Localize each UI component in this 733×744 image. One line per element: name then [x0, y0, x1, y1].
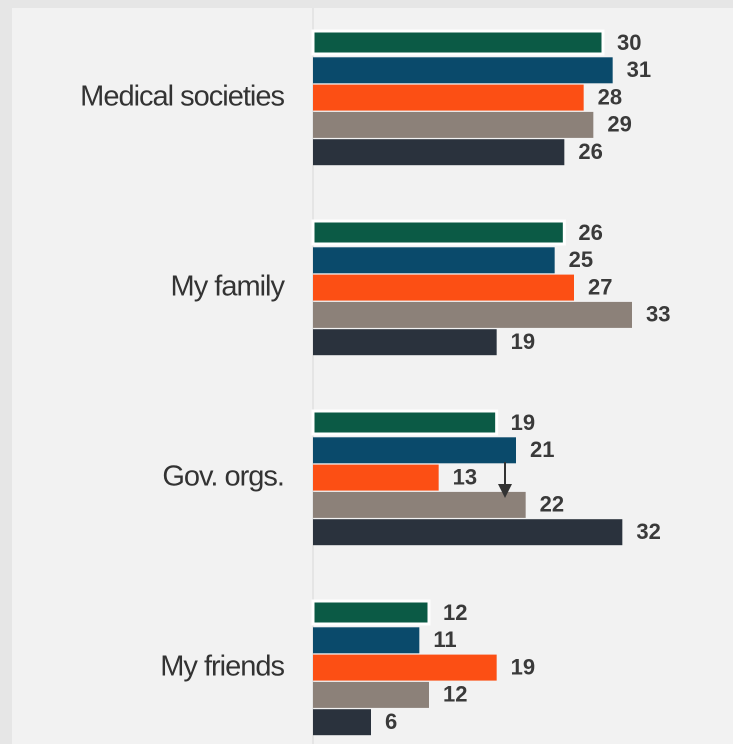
value-label: 25 — [569, 247, 593, 272]
bar — [313, 139, 565, 166]
bar — [313, 57, 613, 84]
value-label: 19 — [511, 329, 535, 354]
category-label: Medical societies — [80, 80, 284, 112]
bar — [313, 519, 623, 546]
value-label: 26 — [578, 220, 602, 245]
value-label: 29 — [607, 112, 631, 137]
value-label: 12 — [443, 600, 467, 625]
value-label: 33 — [646, 302, 670, 327]
value-label: 11 — [433, 627, 456, 652]
value-label: 30 — [617, 30, 641, 55]
value-label: 31 — [627, 57, 651, 82]
category-label: My friends — [160, 650, 284, 682]
value-label: 19 — [511, 410, 535, 435]
value-label: 32 — [636, 519, 660, 544]
bar — [313, 681, 429, 708]
bar — [313, 111, 594, 138]
value-label: 28 — [598, 84, 622, 109]
bar — [313, 301, 632, 328]
bar — [313, 84, 584, 111]
bar — [313, 654, 497, 681]
bar — [313, 437, 516, 464]
bar — [313, 709, 371, 736]
bar — [311, 29, 605, 56]
bar — [311, 219, 566, 246]
bar — [313, 464, 439, 491]
bar — [311, 409, 499, 436]
value-label: 12 — [443, 682, 467, 707]
bar — [313, 274, 574, 301]
value-label: 19 — [511, 654, 535, 679]
bar — [313, 247, 555, 274]
bar — [313, 491, 526, 518]
annotation-arrow — [498, 462, 512, 498]
value-label: 13 — [453, 464, 477, 489]
value-label: 21 — [530, 437, 554, 462]
value-label: 27 — [588, 274, 612, 299]
category-label: My family — [171, 270, 286, 302]
value-label: 22 — [540, 492, 564, 517]
bar — [313, 627, 420, 654]
value-label: 26 — [578, 139, 602, 164]
value-label: 6 — [385, 709, 397, 734]
category-label: Gov. orgs. — [162, 460, 284, 492]
bar — [311, 599, 431, 626]
bar — [313, 329, 497, 356]
